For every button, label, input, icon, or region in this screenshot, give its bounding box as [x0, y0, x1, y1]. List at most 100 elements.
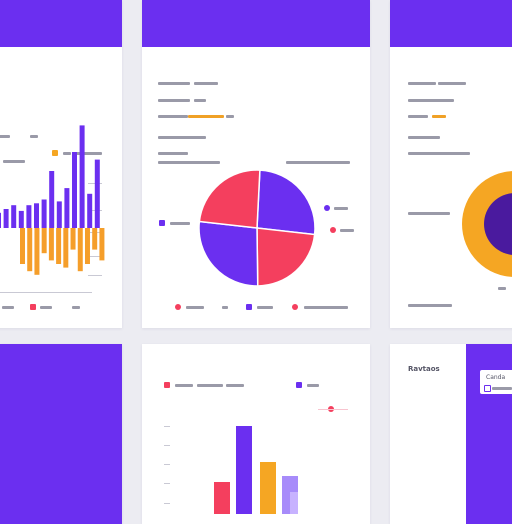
column-bar — [214, 482, 230, 514]
header-band — [142, 0, 370, 47]
donut-center — [484, 193, 512, 255]
legend-text — [222, 306, 228, 309]
legend-dot-red — [330, 227, 336, 233]
gridline — [164, 503, 170, 504]
purple-panel-card — [0, 344, 122, 524]
text-placeholder — [492, 387, 512, 390]
bar-orange — [48, 228, 54, 261]
text-placeholder — [432, 115, 446, 118]
text-placeholder — [408, 82, 436, 85]
bar-purple — [26, 205, 32, 228]
text-placeholder — [158, 115, 188, 118]
header-band — [0, 0, 122, 47]
bar-purple — [0, 212, 1, 228]
text-placeholder — [158, 136, 206, 139]
bar-chart — [0, 125, 105, 275]
bar-purple — [41, 199, 47, 228]
bar-orange — [56, 228, 62, 264]
column-bar — [236, 426, 252, 514]
bar-purple — [79, 125, 85, 228]
bar-purple — [3, 209, 9, 228]
tab-label: Canda — [486, 374, 506, 381]
tab-label-box[interactable]: Canda — [480, 370, 512, 394]
header-band — [390, 0, 512, 47]
text-placeholder — [158, 161, 220, 164]
bar-purple — [87, 193, 93, 228]
bar-orange — [63, 228, 69, 268]
bar-orange — [70, 228, 76, 250]
bar-purple — [64, 188, 70, 228]
text-placeholder — [226, 115, 234, 118]
tab-panel-card: Ravtaos Canda — [390, 344, 512, 524]
bar-purple — [11, 205, 17, 228]
legend-text — [2, 306, 14, 309]
text-placeholder — [0, 135, 10, 138]
bar-orange — [77, 228, 83, 272]
pie-slice — [256, 227, 316, 287]
legend-swatch-red — [164, 382, 170, 388]
bar-orange — [27, 228, 33, 272]
legend-text — [40, 306, 52, 309]
pie-chart-card — [142, 0, 370, 328]
pie-slice — [198, 220, 259, 287]
bar-orange — [92, 228, 98, 250]
text-placeholder — [158, 82, 190, 85]
legend-text — [72, 306, 80, 309]
column-chart-card — [142, 344, 370, 524]
donut-chart-card — [390, 0, 512, 328]
text-placeholder — [438, 82, 466, 85]
checkbox-icon[interactable] — [484, 385, 491, 392]
bar-orange — [34, 228, 40, 275]
text-placeholder — [188, 115, 224, 118]
legend-text — [3, 160, 25, 163]
legend-text — [257, 306, 273, 309]
donut-chart — [462, 171, 512, 277]
text-placeholder — [158, 99, 190, 102]
slider-track — [318, 409, 348, 410]
legend-text — [307, 384, 319, 387]
pie-chart — [198, 169, 316, 287]
pie-slice — [198, 169, 261, 229]
legend-swatch-red — [30, 304, 36, 310]
legend-text — [63, 152, 71, 155]
text-placeholder — [408, 136, 440, 139]
column-bar — [260, 462, 276, 514]
bar-orange — [99, 228, 105, 261]
bar-orange — [41, 228, 47, 254]
column-bar — [290, 492, 298, 514]
text-placeholder — [498, 287, 506, 290]
bar-purple — [18, 210, 24, 228]
legend-text — [197, 384, 223, 387]
bar-purple — [34, 203, 39, 228]
bar-purple — [94, 159, 100, 228]
x-axis-line — [0, 292, 92, 293]
legend-dot-purple — [324, 205, 330, 211]
legend-text — [186, 306, 204, 309]
panel-heading: Ravtaos — [408, 365, 440, 373]
column-chart — [214, 426, 298, 514]
text-placeholder — [408, 152, 470, 155]
legend-text — [76, 152, 102, 155]
legend-text — [340, 229, 354, 232]
text-placeholder — [158, 152, 188, 155]
gridline — [88, 275, 102, 276]
legend-swatch-orange — [52, 150, 58, 156]
legend-dot-red — [175, 304, 181, 310]
gridline — [164, 483, 170, 484]
bar-purple — [56, 201, 62, 228]
legend-text — [334, 207, 348, 210]
bar-chart-card — [0, 0, 122, 328]
bar-orange — [84, 228, 90, 264]
text-placeholder — [408, 99, 454, 102]
bar-purple — [49, 171, 55, 228]
text-placeholder — [194, 99, 206, 102]
text-placeholder — [286, 161, 350, 164]
text-placeholder — [194, 82, 218, 85]
text-placeholder — [408, 304, 452, 307]
gridline — [164, 426, 170, 427]
gridline — [164, 445, 170, 446]
gridline — [88, 256, 102, 257]
legend-swatch-purple — [246, 304, 252, 310]
legend-dot-red — [292, 304, 298, 310]
legend-swatch-purple — [296, 382, 302, 388]
